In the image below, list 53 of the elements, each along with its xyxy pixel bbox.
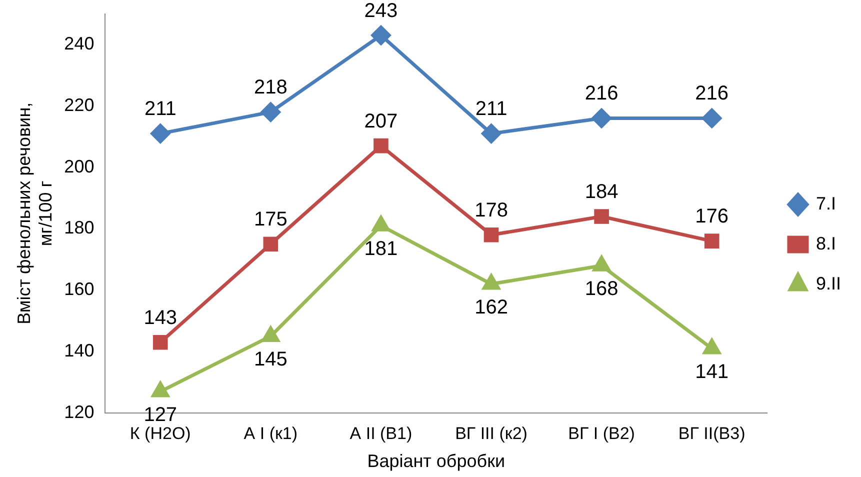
data-label: 207 [364,110,398,132]
data-label: 162 [474,296,508,319]
point [704,234,720,248]
data-label: 216 [695,82,729,105]
data-label: 145 [254,348,288,371]
y-tick-label: 180 [64,218,94,238]
point [702,108,722,128]
point [592,256,610,272]
point [482,274,500,290]
x-tick-label: А ІІ (В1) [350,424,412,443]
point [372,216,390,232]
data-label: 178 [474,199,508,222]
point [374,138,388,154]
y-axis-title: Вміст фенольних речовин, мг/100 г [14,102,56,324]
data-label: 216 [584,82,618,105]
point [594,209,609,224]
x-tick-label: А І (к1) [244,424,298,443]
point [263,236,278,252]
data-label: 176 [695,206,729,228]
y-tick-label: 220 [64,94,94,115]
y-tick-label: 140 [64,340,94,361]
data-label: 143 [144,306,178,329]
point [371,26,391,46]
x-tick-label: ВГ ІІ(В3) [678,424,746,443]
data-label: 243 [364,0,398,22]
point [262,326,280,342]
point [260,102,280,122]
point [484,227,499,242]
data-label: 184 [584,180,618,203]
x-tick-label: ВГ ІІІ (к2) [455,424,528,443]
y-tick-label: 200 [64,156,94,176]
legend-label: 8.І [816,233,836,254]
data-label: 211 [144,98,176,120]
data-label: 175 [254,208,288,231]
point [150,124,170,144]
point [152,382,170,398]
y-tick-label: 240 [64,33,94,54]
x-tick-label: К (Н2О) [130,424,191,443]
data-label: 218 [254,76,288,99]
legend-label: 9.ІІ [816,273,841,294]
legend-label: 7.І [816,193,836,214]
x-axis-title: Варіант обробки [367,451,506,472]
x-tick-label: ВГ І (В2) [568,424,635,443]
data-label: 127 [144,404,178,426]
point [703,338,721,354]
y-tick-label: 160 [64,279,94,300]
point [482,124,502,144]
data-label: 168 [584,278,618,300]
data-label: 211 [475,98,508,120]
y-tick-label: 120 [64,402,94,422]
data-label: 141 [695,361,729,384]
data-label: 181 [364,238,398,260]
point [592,108,612,128]
